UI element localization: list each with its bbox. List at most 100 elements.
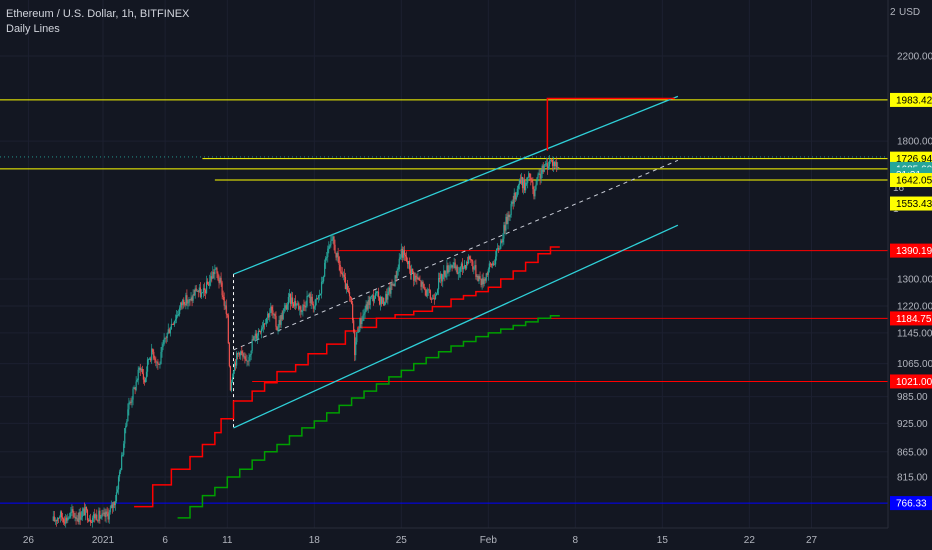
candle-body [488,263,490,270]
candle-body [305,305,307,308]
candle-body [108,512,110,520]
candle-body [73,512,75,518]
candle-body [475,265,477,277]
candle-body [277,327,279,331]
candle-body [494,256,497,265]
candle-body [78,512,80,522]
candle-body [353,320,355,332]
candle-body [368,300,370,305]
price-label-text: 766.33 [896,499,927,510]
candle-body [151,348,153,361]
candle-body [443,270,445,275]
indicator-name: Daily Lines [6,23,60,35]
price-axis[interactable]: 2200.00 1800.00 1300.00 1220.00 1145.00 1065.… [893,52,932,484]
candle-body [297,303,299,305]
candle-body [204,290,207,294]
candle-body [199,287,201,297]
candle-body [514,192,516,200]
y-tick-label: 925.00 [897,419,928,430]
candle-body [347,290,350,293]
candle-body [114,500,117,506]
candle-body [188,299,190,303]
candle-body [359,318,361,331]
candle-body [130,401,132,403]
candle-body [430,298,432,300]
candle-body [319,293,322,296]
candle-body [309,293,311,304]
candle-body [481,278,483,286]
candle-body [511,201,513,205]
candle-body [400,248,402,258]
candle-body [208,284,210,286]
candle-body [519,179,522,184]
time-axis[interactable]: 26 2021 6 11 18 25 Feb 8 15 22 27 [23,535,818,546]
y-tick-label: 1065.00 [897,359,932,370]
candles [52,155,560,530]
candle-body [287,297,290,305]
candle-body [207,281,209,285]
candle-body [516,188,518,196]
candle-body [441,273,443,282]
candle-body [269,312,271,318]
candle-body [75,516,77,519]
y-tick-label: 2200.00 [897,52,932,63]
candle-body [283,308,285,312]
candle-body [314,299,316,307]
candle-body [192,294,194,301]
candle-body [267,313,269,319]
candle-body [168,329,170,334]
candle-body [555,161,557,167]
candle-body [103,512,105,514]
candle-body [372,295,374,302]
candle-body [91,522,93,524]
price-label-background [890,374,932,389]
candle-body [327,248,329,257]
candle-body [487,269,489,275]
candle-body [523,179,526,191]
candle-body [121,455,123,470]
candle-body [469,256,471,260]
channel-mid-line[interactable] [233,159,679,351]
candle-body [385,293,387,302]
candle-body [220,277,222,283]
candle-body [197,291,199,293]
candle-body [210,276,212,281]
channel-upper-line[interactable] [233,95,679,275]
candle-body [223,297,225,306]
candle-body [520,176,523,184]
candle-body [122,454,124,456]
candle-body [515,195,517,200]
y-tick-label-partial: 16 [893,183,905,194]
candle-body [453,262,455,265]
candle-body [131,399,133,403]
candle-body [486,273,488,275]
candle-body [95,514,97,519]
candle-body [333,236,335,245]
candle-body [442,274,444,282]
candle-body [245,359,247,361]
candle-body [92,517,94,523]
candle-body [133,387,135,389]
candle-body [247,360,249,362]
candle-body [137,369,139,381]
channel-lower-line[interactable] [233,224,679,429]
candle-body [164,337,166,339]
price-label-background [890,196,932,211]
candle-body [447,265,449,273]
candle-body [291,297,294,304]
candle-body [505,216,507,231]
candle-body [476,276,478,277]
price-label-tag: 1983.42 [890,92,932,107]
plot-background [0,0,888,528]
candle-body [173,320,176,325]
candle-body [172,324,175,325]
candle-body [366,304,368,310]
candle-body [451,265,453,268]
candle-body [458,271,460,273]
candle-body [349,296,352,299]
candle-body [426,289,428,297]
candle-body [270,306,272,313]
candle-body [375,291,378,294]
candle-body [394,275,396,287]
